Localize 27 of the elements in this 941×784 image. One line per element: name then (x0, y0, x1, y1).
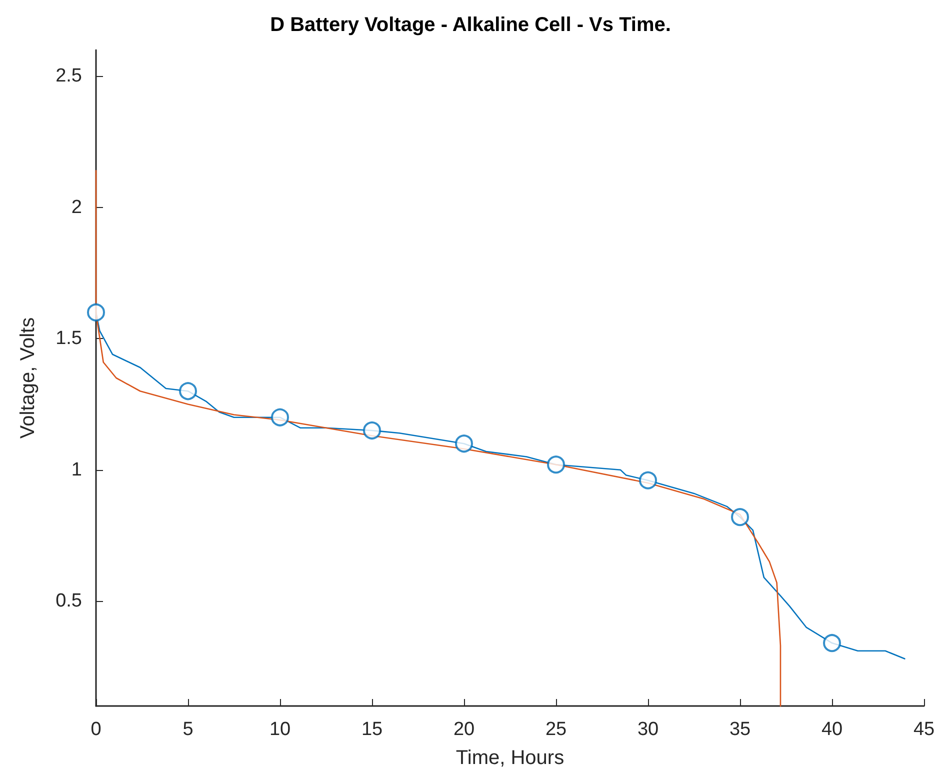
y-tick-label: 1 (71, 459, 82, 480)
point (547, 456, 565, 474)
y-tick-label: 2 (71, 196, 82, 218)
point (639, 471, 657, 490)
y-axis-title: Voltage, Volts (17, 317, 39, 439)
y-tick-label: 2.5 (56, 66, 82, 87)
x-tick-label: 40 (821, 719, 843, 740)
x-tick-label: 20 (453, 719, 475, 740)
x-tick-label: 25 (545, 719, 567, 740)
y-tick-label: 0.5 (56, 590, 82, 612)
point (363, 421, 381, 440)
y-tick-label: 1.5 (56, 328, 82, 350)
x-tick-label: 10 (269, 719, 291, 740)
x-tick-label: 15 (361, 719, 383, 740)
point (823, 634, 841, 652)
x-tick-label: 0 (90, 719, 102, 740)
x-tick-label: 45 (913, 719, 935, 740)
point (731, 508, 749, 526)
point (179, 382, 197, 400)
point (87, 303, 105, 322)
point (271, 408, 289, 426)
x-tick-label: 35 (729, 719, 751, 740)
point (455, 434, 473, 453)
x-axis-title: Time, Hours (456, 747, 564, 769)
x-tick-label: 5 (182, 719, 194, 740)
x-tick-label: 30 (637, 719, 659, 740)
chart-title: D Battery Voltage - Alkaline Cell - Vs Time. (270, 14, 671, 36)
